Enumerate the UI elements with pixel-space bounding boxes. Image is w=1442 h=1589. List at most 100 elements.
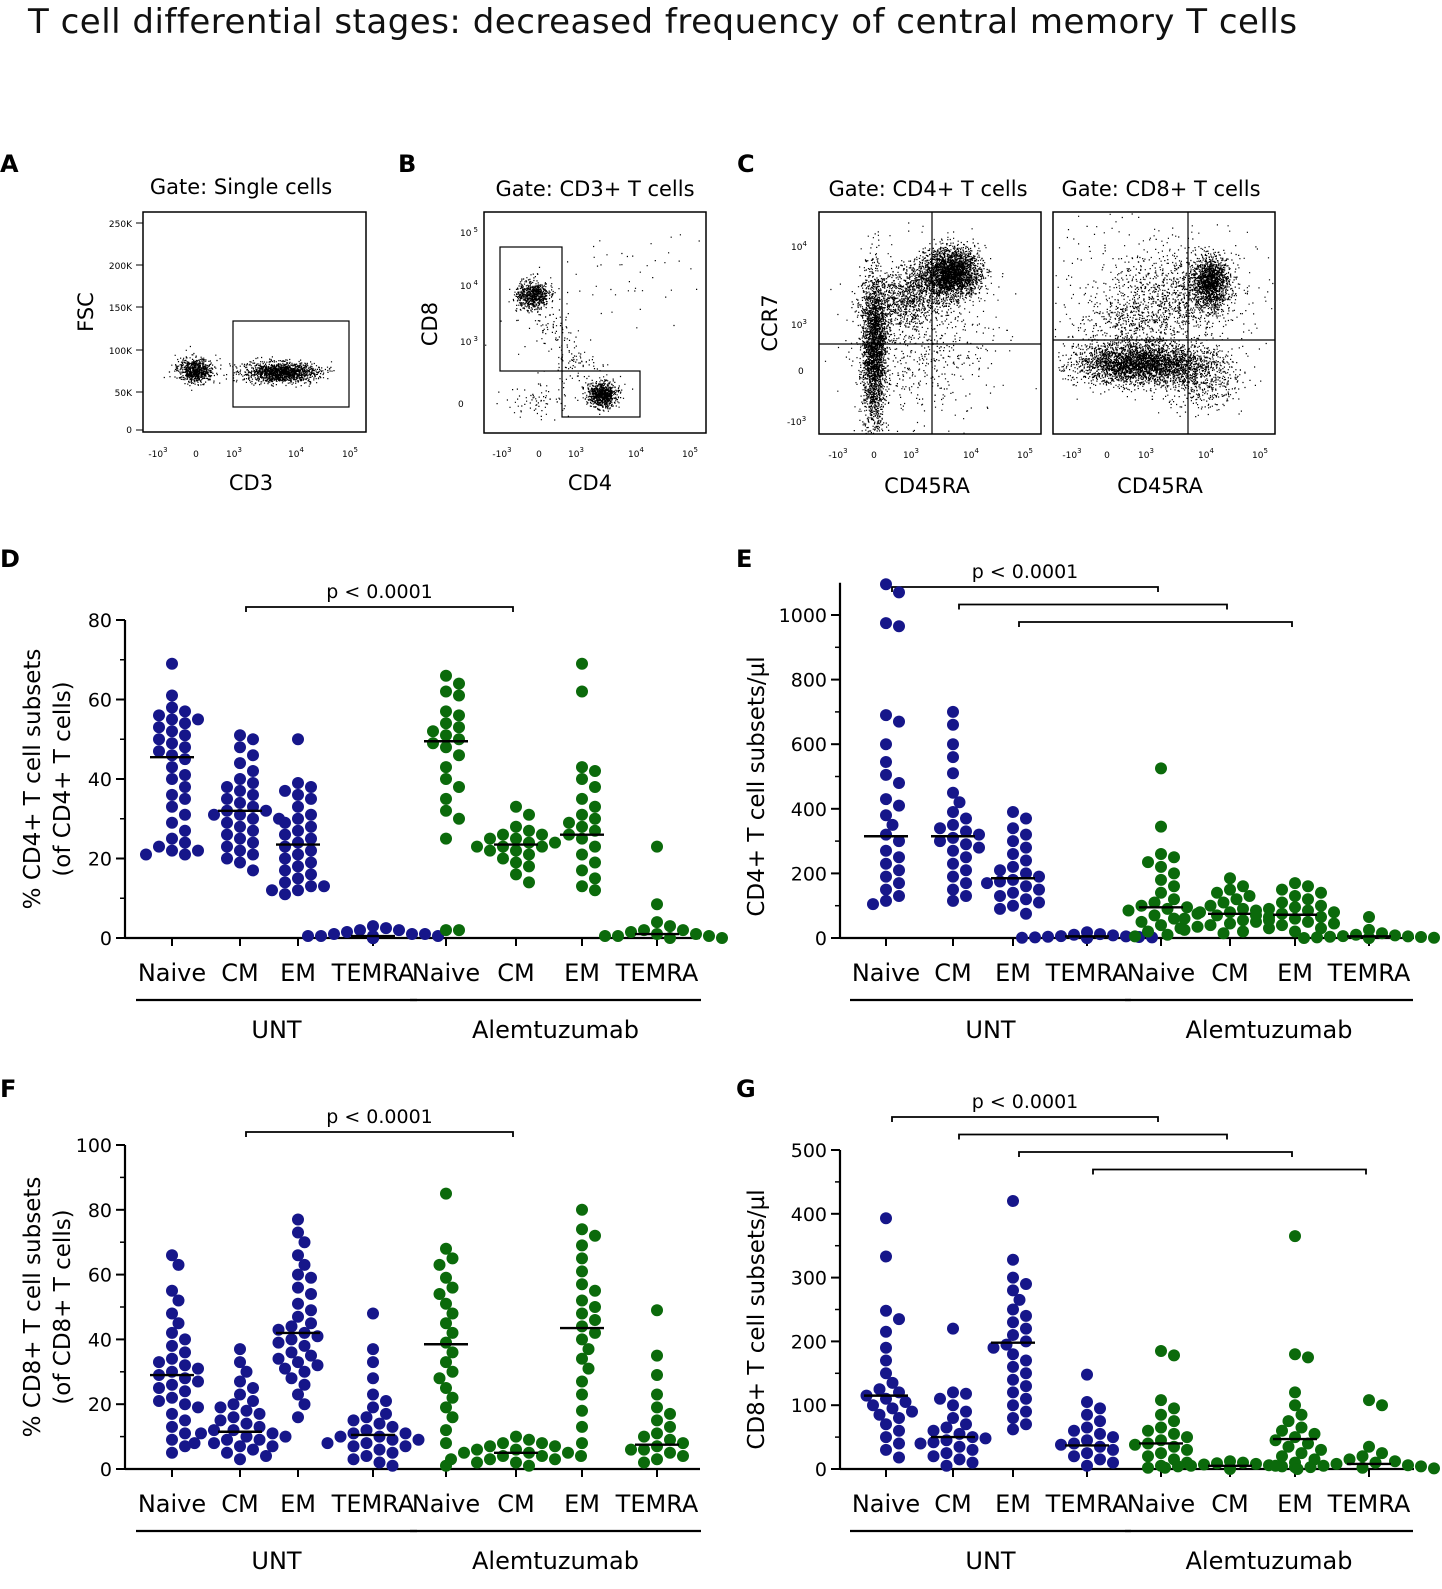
data-point [947, 883, 959, 896]
data-point [947, 1322, 959, 1335]
data-point [1269, 1434, 1282, 1447]
data-point [1020, 1392, 1032, 1405]
data-point [1081, 932, 1093, 944]
data-point [1363, 911, 1375, 923]
data-point [292, 1297, 304, 1310]
data-point [253, 1407, 266, 1420]
y-tick-label: 500 [791, 1140, 827, 1162]
data-point [987, 1341, 1000, 1354]
significance-bracket [245, 1131, 514, 1137]
data-point [234, 773, 246, 785]
data-point [166, 713, 178, 726]
data-point [536, 1450, 548, 1462]
data-point [880, 870, 892, 883]
series-points [1291, 1394, 1440, 1475]
y-tick-label: 40 [88, 769, 112, 791]
data-point [373, 1456, 386, 1469]
data-point [453, 812, 465, 825]
data-point [1302, 904, 1314, 917]
data-point [471, 1443, 483, 1456]
data-point [1168, 851, 1180, 864]
data-point [305, 1288, 317, 1300]
data-point [1122, 904, 1135, 917]
data-point [1168, 1402, 1180, 1415]
data-point [599, 930, 611, 942]
data-point [292, 777, 304, 789]
data-point [536, 828, 548, 841]
data-point [1159, 1461, 1171, 1474]
data-point [393, 924, 405, 937]
data-point [328, 928, 340, 940]
data-point [664, 1407, 676, 1420]
data-point [234, 820, 246, 833]
series-points [981, 806, 1045, 920]
x-ticks-b: -103 0 103 104 105 [492, 446, 698, 460]
event-dots [1054, 213, 1274, 401]
scatter-panel-g: G 0 100 200 300 400 500 CD8+ T cell subsets/µl N… [736, 1075, 1440, 1575]
data-point [510, 1430, 522, 1443]
data-point [576, 1404, 588, 1417]
data-point [947, 831, 959, 844]
data-point [1020, 1405, 1032, 1418]
data-point [1033, 870, 1045, 883]
data-point [664, 1433, 676, 1446]
data-point [1135, 899, 1148, 912]
data-point [880, 809, 892, 822]
data-point [576, 1239, 588, 1252]
tick-0: 0 [458, 400, 464, 410]
data-point [347, 1414, 360, 1427]
tick-50k: 50K [115, 389, 133, 399]
data-point [994, 890, 1006, 902]
data-point [347, 1453, 360, 1466]
data-point [440, 804, 452, 817]
data-point [315, 930, 327, 942]
scatter-panel-e: E 0 200 400 600 800 1000 CD4+ T cell subsets/µl… [736, 545, 1440, 1044]
panel-letter-b: B [398, 150, 416, 178]
data-point [292, 1281, 304, 1294]
x-axis-label-cd45ra-cd4: CD45RA [884, 474, 970, 498]
data-point [651, 916, 663, 929]
data-point [1376, 1447, 1388, 1460]
data-point [536, 840, 548, 853]
data-point [1304, 1461, 1317, 1474]
y-tick-label: 100 [76, 1135, 112, 1157]
data-point [305, 1271, 317, 1284]
series-points [302, 920, 444, 944]
data-point [453, 733, 465, 746]
category-label: Naive [852, 959, 920, 987]
data-point [1168, 1427, 1180, 1440]
data-point [1289, 890, 1301, 902]
data-point [1302, 893, 1314, 906]
data-point [292, 1213, 304, 1226]
x-axis-label-cd45ra-cd8: CD45RA [1117, 474, 1203, 498]
data-point [234, 1453, 246, 1466]
data-point [305, 868, 317, 881]
data-point [1020, 867, 1032, 880]
data-point [440, 761, 452, 774]
data-point [1081, 1408, 1093, 1421]
data-point [298, 1258, 311, 1271]
data-point [960, 812, 972, 825]
data-point [1337, 930, 1349, 943]
data-point [247, 733, 259, 746]
data-point [318, 880, 330, 893]
data-point [1155, 820, 1167, 833]
data-point [367, 932, 379, 944]
data-point [445, 1453, 457, 1466]
data-point [292, 872, 304, 885]
data-point [1185, 1459, 1197, 1472]
data-point [153, 1395, 165, 1407]
category-label: CM [497, 959, 534, 987]
data-point [1007, 822, 1019, 835]
y-ticks-b: 10 5 10 4 10 3 0 [458, 226, 478, 410]
data-point [179, 848, 191, 861]
data-point [221, 1433, 233, 1446]
data-point [873, 1408, 886, 1421]
data-point [292, 884, 304, 897]
data-point [1181, 1443, 1193, 1456]
group-label: UNT [965, 1016, 1016, 1044]
data-point [880, 768, 892, 781]
data-point [1148, 896, 1161, 909]
data-point [1107, 1431, 1119, 1444]
